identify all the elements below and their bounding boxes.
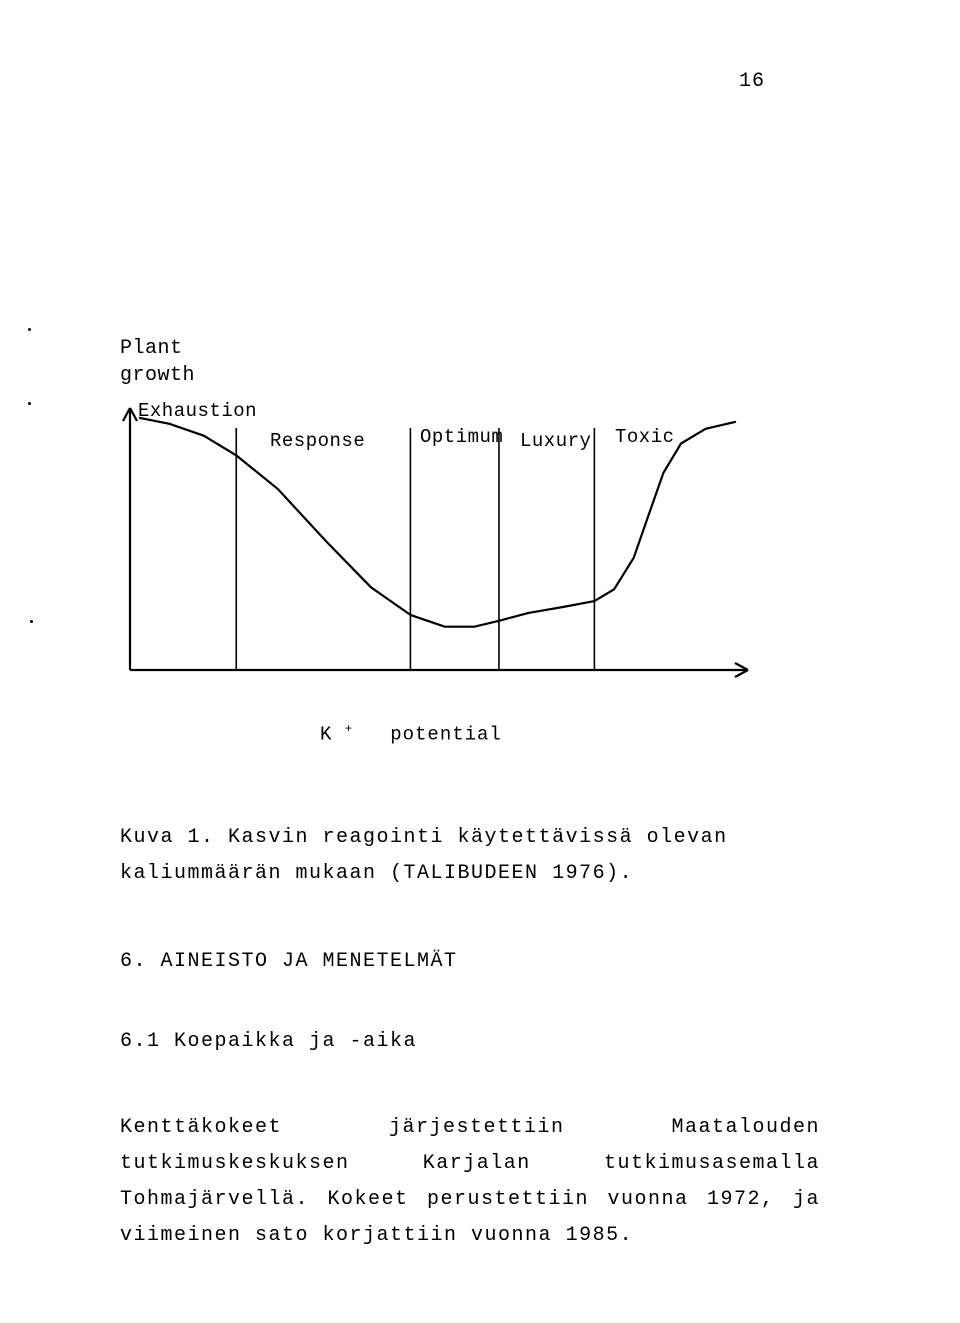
page-number: 16 bbox=[739, 70, 765, 93]
scan-speck bbox=[28, 402, 31, 405]
growth-curve-chart: Exhaustion Response Optimum Luxury Toxic bbox=[120, 400, 760, 690]
figure-caption: Kuva 1. Kasvin reagointi käytettävissä o… bbox=[120, 820, 820, 892]
region-label-optimum: Optimum bbox=[420, 426, 503, 448]
scan-speck bbox=[30, 620, 33, 623]
body-paragraph: Kenttäkokeet järjestettiin Maatalouden t… bbox=[120, 1110, 820, 1254]
region-label-luxury: Luxury bbox=[520, 430, 591, 452]
section-heading: 6. AINEISTO JA MENETELMÄT bbox=[120, 950, 458, 973]
region-label-exhaustion: Exhaustion bbox=[138, 400, 257, 422]
y-axis-label-line1: Plant bbox=[120, 337, 183, 360]
region-label-response: Response bbox=[270, 430, 365, 452]
page: 16 Plant growth Exhaustion Response Optimu… bbox=[0, 0, 960, 1323]
region-label-toxic: Toxic bbox=[615, 426, 675, 448]
subsection-heading: 6.1 Koepaikka ja -aika bbox=[120, 1030, 417, 1053]
scan-speck bbox=[28, 328, 31, 331]
x-axis-label: K + potential bbox=[320, 722, 502, 745]
y-axis-label-line2: growth bbox=[120, 364, 195, 387]
y-axis-label: Plant growth bbox=[120, 335, 195, 389]
